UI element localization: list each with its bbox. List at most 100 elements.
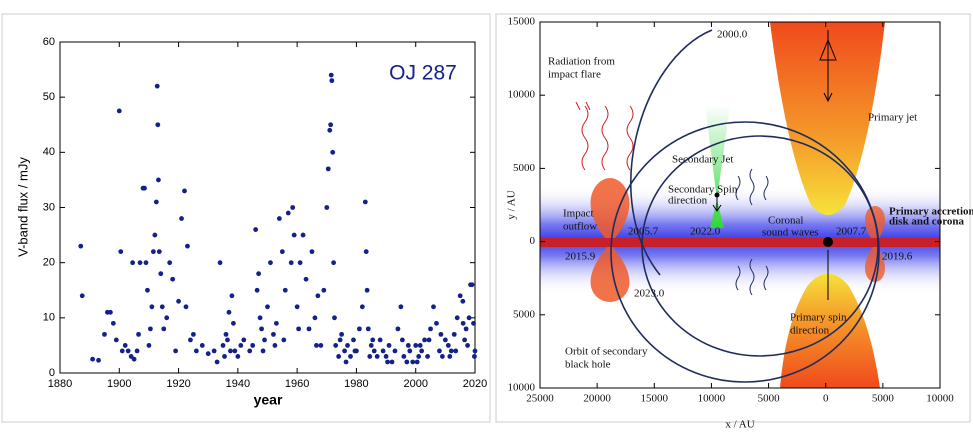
x-tick-label: 0: [823, 393, 829, 405]
data-point: [217, 260, 223, 266]
data-point: [407, 348, 413, 354]
data-point: [107, 309, 113, 315]
data-point: [253, 227, 259, 232]
data-point: [460, 320, 466, 326]
data-point: [199, 343, 205, 348]
data-point: [325, 166, 331, 172]
data-point: [359, 304, 365, 310]
annotation: 2019.6: [882, 251, 913, 263]
y-tick-label: 60: [43, 36, 55, 48]
data-point: [282, 287, 288, 293]
x-tick-label: 2000: [403, 378, 427, 390]
annotation: Radiation from: [548, 56, 615, 68]
y-tick-label: 5000: [513, 308, 536, 320]
data-point: [190, 331, 196, 337]
data-point: [469, 282, 475, 288]
data-point: [247, 348, 253, 354]
data-point: [272, 343, 278, 348]
data-point: [211, 348, 217, 354]
data-point: [238, 343, 244, 348]
data-point: [156, 249, 162, 255]
data-point: [426, 337, 432, 343]
data-point: [205, 351, 211, 357]
annotation: Primary accretion: [889, 206, 973, 218]
data-point: [425, 354, 430, 359]
data-point: [385, 359, 390, 365]
data-point: [336, 354, 342, 359]
data-point: [410, 359, 416, 365]
data-point: [158, 271, 164, 277]
data-point: [356, 326, 362, 332]
data-point: [225, 337, 230, 343]
x-tick-label: 1960: [285, 378, 309, 390]
data-point: [164, 315, 170, 321]
data-point: [454, 315, 460, 321]
data-point: [131, 356, 137, 362]
x-tick-label: 1880: [48, 378, 72, 390]
y-tick-label: 30: [43, 201, 55, 213]
y-tick-label: 15000: [508, 16, 536, 28]
data-point: [398, 304, 404, 310]
data-point: [401, 354, 407, 359]
annotation: 2000.0: [717, 29, 748, 41]
annotation: direction: [790, 325, 830, 337]
data-point: [231, 320, 236, 326]
annotation: Orbit of secondary: [565, 346, 648, 358]
data-point: [170, 276, 176, 282]
y-tick-label: 50: [43, 91, 55, 103]
data-point: [102, 331, 107, 337]
data-point: [290, 205, 296, 210]
data-point: [331, 260, 337, 266]
data-point: [222, 354, 227, 359]
data-point: [462, 337, 468, 343]
data-point: [161, 326, 167, 332]
data-point: [414, 359, 420, 365]
annotation: Secondary Spin: [668, 184, 738, 196]
data-point: [333, 343, 339, 348]
data-point: [374, 354, 380, 359]
data-point: [136, 331, 141, 337]
data-point: [79, 293, 85, 299]
data-point: [329, 78, 335, 84]
data-point: [279, 249, 285, 255]
radiation-waves: [575, 101, 634, 171]
x-tick-label: 15000: [641, 393, 669, 405]
binary-diagram-panel: 2000.0 Radiation from impact flare Prima…: [495, 13, 973, 431]
annotation: Primary jet: [868, 112, 917, 124]
x-axis-label: x / AU: [725, 419, 754, 431]
data-point: [297, 260, 303, 266]
data-point: [193, 348, 199, 354]
x-tick-label: 2020: [463, 378, 487, 390]
data-point: [352, 348, 358, 354]
data-point: [465, 343, 470, 348]
data-point: [228, 348, 233, 354]
data-point: [370, 337, 376, 343]
data-point: [392, 348, 398, 354]
y-axis-label: V-band flux / mJy: [15, 157, 30, 257]
data-point: [312, 315, 318, 321]
data-point: [294, 304, 300, 310]
data-point: [188, 337, 193, 343]
data-point: [176, 298, 181, 304]
annotation: impact flare: [548, 69, 601, 81]
x-tick-label: 25000: [526, 393, 554, 405]
data-point: [143, 260, 149, 266]
data-point: [149, 304, 155, 310]
annotation: black hole: [565, 359, 611, 371]
data-point: [328, 122, 334, 128]
x-tick-label: 5000: [758, 393, 781, 405]
data-point: [345, 343, 350, 348]
data-point: [119, 348, 125, 354]
data-point: [343, 359, 349, 365]
annotation: Coronal: [768, 215, 803, 227]
data-point: [328, 72, 334, 78]
primary-jet-arrow: [819, 30, 837, 103]
data-point: [306, 326, 312, 332]
data-point: [315, 293, 321, 299]
annotation: Impact: [563, 208, 594, 220]
data-point: [145, 287, 150, 293]
x-tick-label: 1980: [344, 378, 368, 390]
x-tick-label: 1900: [107, 378, 131, 390]
data-point: [78, 243, 84, 249]
